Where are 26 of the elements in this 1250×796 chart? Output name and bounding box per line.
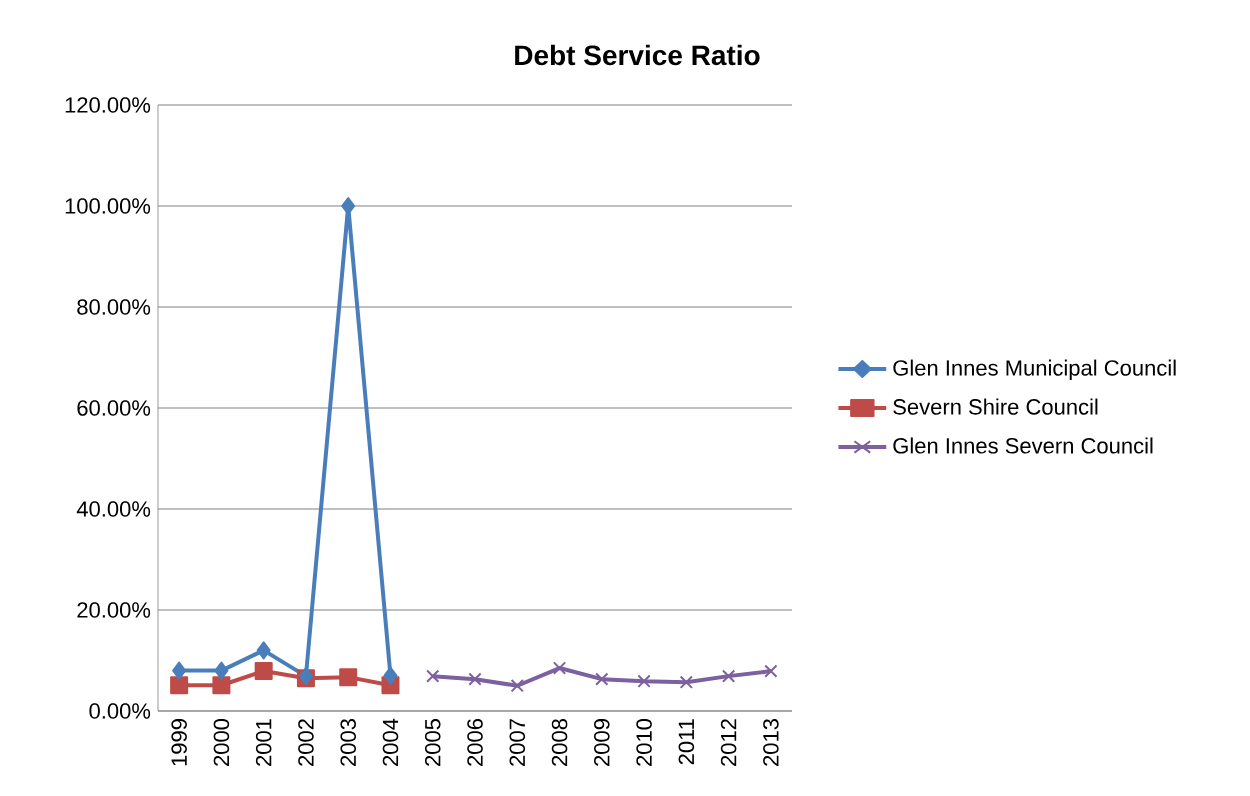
x-tick-label: 2005 bbox=[424, 719, 441, 766]
x-tick-label: 2008 bbox=[551, 719, 568, 766]
x-tick-label: 2011 bbox=[678, 719, 695, 765]
y-tick-label: 40.00% bbox=[76, 501, 151, 517]
x-tick-label: 2000 bbox=[213, 718, 230, 766]
x-tick-label: 2007 bbox=[509, 719, 526, 766]
x-tick-label: 2013 bbox=[763, 719, 779, 766]
y-tick-label: 120.00% bbox=[65, 97, 151, 113]
x-tick-label: 2010 bbox=[636, 718, 652, 766]
legend-label: Glen Innes Municipal Council bbox=[893, 359, 1176, 381]
legend-label: Severn Shire Council bbox=[893, 398, 1098, 415]
x-tick-label: 1999 bbox=[171, 719, 187, 766]
x-tick-label: 2004 bbox=[382, 718, 399, 766]
x-tick-label: 2003 bbox=[340, 719, 356, 766]
y-tick-label: 60.00% bbox=[77, 400, 151, 416]
x-tick-label: 2002 bbox=[298, 719, 314, 766]
y-tick-label: 20.00% bbox=[77, 602, 151, 618]
x-tick-label: 2001 bbox=[255, 719, 272, 766]
y-tick-label: 80.00% bbox=[77, 299, 151, 315]
y-tick-label: 100.00% bbox=[65, 198, 151, 214]
y-tick-label: 0.00% bbox=[89, 703, 151, 719]
chart-title: Debt Service Ratio bbox=[515, 44, 760, 66]
x-tick-label: 2009 bbox=[594, 719, 610, 766]
x-tick-label: 2012 bbox=[720, 719, 737, 766]
legend-label: Glen Innes Severn Council bbox=[893, 437, 1153, 454]
x-tick-label: 2006 bbox=[467, 719, 483, 766]
